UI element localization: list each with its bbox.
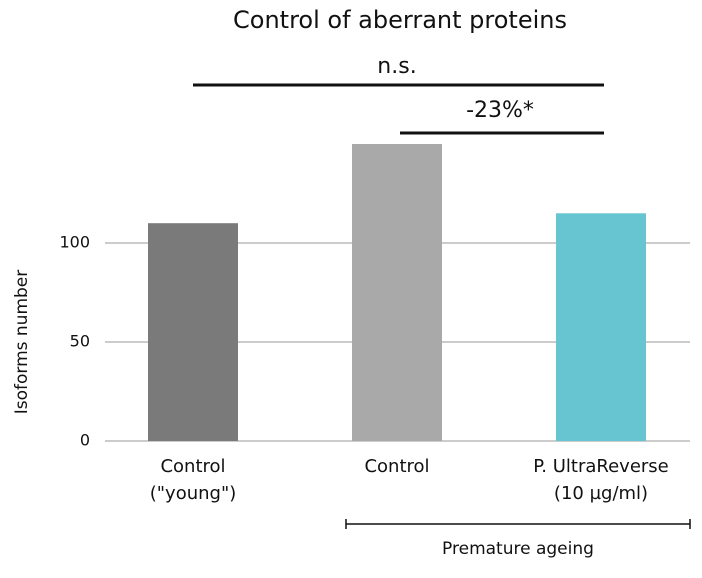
chart-title: Control of aberrant proteins — [233, 6, 567, 34]
bar — [352, 144, 442, 441]
x-tick-label: ("young") — [150, 483, 237, 504]
y-axis-label: Isoforms number — [12, 270, 32, 415]
x-tick-label: (10 µg/ml) — [554, 483, 648, 504]
x-tick-label: Control — [160, 456, 225, 477]
bar — [556, 213, 646, 441]
y-tick-label: 100 — [59, 233, 90, 252]
x-tick-label: P. UltraReverse — [533, 456, 669, 477]
x-tick-label: Control — [364, 456, 429, 477]
group-label: Premature ageing — [442, 539, 594, 559]
annotation: n.s. — [377, 54, 416, 79]
y-tick-label: 50 — [70, 332, 90, 351]
bar — [148, 223, 238, 441]
annotation: -23%* — [466, 98, 534, 123]
y-tick-label: 0 — [80, 431, 90, 450]
